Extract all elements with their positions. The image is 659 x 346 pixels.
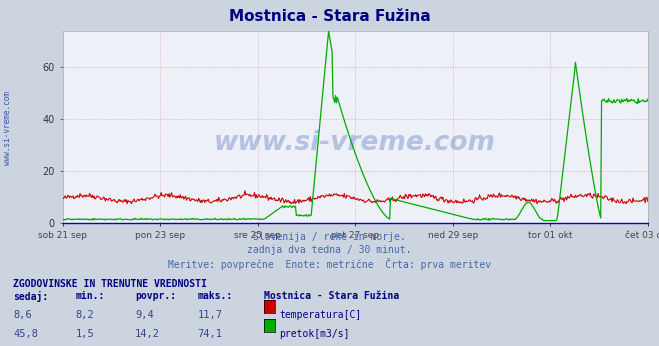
Text: pretok[m3/s]: pretok[m3/s] bbox=[279, 329, 350, 339]
Text: 8,2: 8,2 bbox=[76, 310, 94, 320]
Text: min.:: min.: bbox=[76, 291, 105, 301]
Text: zadnja dva tedna / 30 minut.: zadnja dva tedna / 30 minut. bbox=[247, 245, 412, 255]
Text: www.si-vreme.com: www.si-vreme.com bbox=[214, 129, 496, 155]
Text: Slovenija / reke in morje.: Slovenija / reke in morje. bbox=[253, 232, 406, 242]
Text: temperatura[C]: temperatura[C] bbox=[279, 310, 362, 320]
Text: maks.:: maks.: bbox=[198, 291, 233, 301]
Text: www.si-vreme.com: www.si-vreme.com bbox=[3, 91, 13, 165]
Text: 8,6: 8,6 bbox=[13, 310, 32, 320]
Text: povpr.:: povpr.: bbox=[135, 291, 176, 301]
Text: 14,2: 14,2 bbox=[135, 329, 160, 339]
Text: Mostnica - Stara Fužina: Mostnica - Stara Fužina bbox=[229, 9, 430, 24]
Text: 11,7: 11,7 bbox=[198, 310, 223, 320]
Text: ZGODOVINSKE IN TRENUTNE VREDNOSTI: ZGODOVINSKE IN TRENUTNE VREDNOSTI bbox=[13, 279, 207, 289]
Text: Mostnica - Stara Fužina: Mostnica - Stara Fužina bbox=[264, 291, 399, 301]
Text: 9,4: 9,4 bbox=[135, 310, 154, 320]
Text: Meritve: povprečne  Enote: metrične  Črta: prva meritev: Meritve: povprečne Enote: metrične Črta:… bbox=[168, 258, 491, 270]
Text: 1,5: 1,5 bbox=[76, 329, 94, 339]
Text: sedaj:: sedaj: bbox=[13, 291, 48, 302]
Text: 74,1: 74,1 bbox=[198, 329, 223, 339]
Text: 45,8: 45,8 bbox=[13, 329, 38, 339]
